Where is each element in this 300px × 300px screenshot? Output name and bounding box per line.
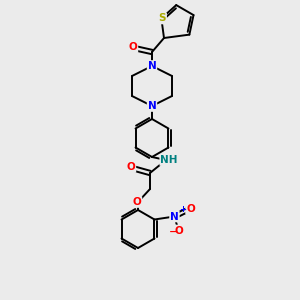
Text: O: O [129, 42, 137, 52]
Text: +: + [179, 205, 187, 214]
Text: O: O [186, 203, 195, 214]
Text: NH: NH [160, 155, 178, 165]
Text: O: O [133, 197, 141, 207]
Text: O: O [127, 162, 135, 172]
Text: N: N [148, 101, 156, 111]
Text: O: O [174, 226, 183, 236]
Text: N: N [170, 212, 179, 221]
Text: S: S [159, 14, 166, 23]
Text: N: N [148, 61, 156, 71]
Text: −: − [169, 226, 178, 236]
